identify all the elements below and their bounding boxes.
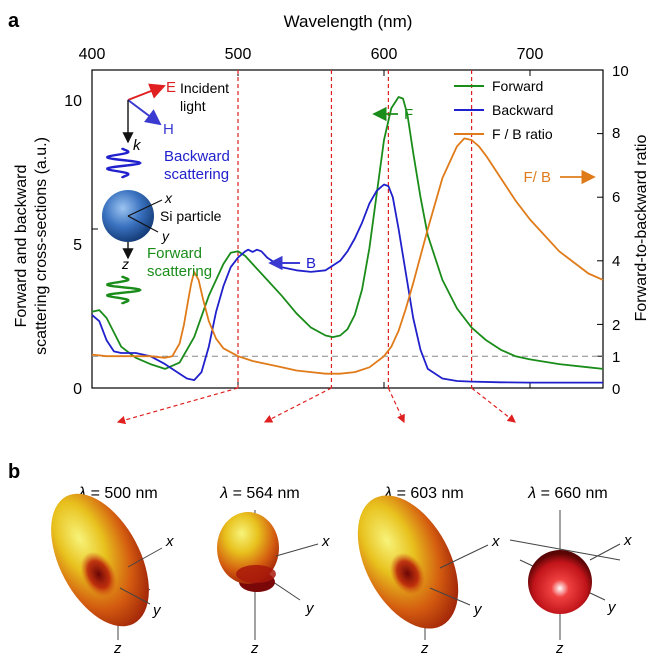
y-axis-label: y bbox=[305, 600, 315, 617]
k-vector-label: k bbox=[133, 137, 142, 154]
pattern-core bbox=[389, 552, 425, 595]
particle-z-label: z bbox=[121, 256, 129, 272]
particle-x-label: x bbox=[164, 190, 173, 206]
pattern-title: λ = 500 nm bbox=[77, 485, 157, 502]
wavelength-connector bbox=[263, 387, 332, 423]
x-axis-line bbox=[275, 543, 319, 557]
legend-backward-label: Backward bbox=[492, 102, 553, 118]
e-field-label: E bbox=[166, 79, 176, 96]
y-right-tick-label: 4 bbox=[612, 253, 620, 270]
legend: Forward Backward F / B ratio bbox=[454, 78, 553, 142]
x-axis-line bbox=[589, 543, 621, 561]
incident-light-label-line2: light bbox=[180, 98, 206, 114]
wavelength-connectors bbox=[116, 387, 516, 425]
x-tick-label: 600 bbox=[371, 46, 398, 63]
z-axis-label: z bbox=[250, 640, 259, 655]
x-tick-label: 700 bbox=[517, 46, 544, 63]
y-axis-line bbox=[119, 587, 151, 605]
series-pointers: F B F/ B bbox=[268, 106, 596, 272]
particle-label: Si particle bbox=[160, 208, 222, 224]
forward-scattering-label-line2: scattering bbox=[147, 263, 212, 280]
x-axis-title: Wavelength (nm) bbox=[284, 12, 413, 31]
y-axis-label: y bbox=[473, 601, 483, 618]
radiation-patterns: λ = 500 nm x y z λ = 564 nm x y z bbox=[51, 485, 632, 655]
pattern-564nm: λ = 564 nm x y z bbox=[217, 485, 330, 655]
pattern-500nm: λ = 500 nm x y z bbox=[51, 485, 174, 655]
backward-wave-icon bbox=[106, 147, 142, 179]
y-right-tick-label: 0 bbox=[612, 381, 620, 398]
y-right-tick-label: 2 bbox=[612, 317, 620, 334]
forward-scattering-label-line1: Forward bbox=[147, 245, 202, 262]
pattern-660nm: λ = 660 nm x y z bbox=[509, 485, 632, 655]
panel-b-label: b bbox=[8, 461, 20, 483]
backward-scattering-label-line2: scattering bbox=[164, 166, 229, 183]
x-tick-label: 400 bbox=[79, 46, 106, 63]
z-axis-label: z bbox=[113, 640, 122, 655]
x-axis-line bbox=[439, 544, 489, 569]
particle-y-label: y bbox=[161, 228, 170, 244]
particle-y-axis bbox=[127, 215, 159, 233]
y-right-tick-label: 6 bbox=[612, 189, 620, 206]
pattern-title: λ = 603 nm bbox=[383, 485, 463, 502]
y-left-tick-label: 10 bbox=[64, 93, 82, 110]
y-axis-left-title-line1: Forward and backward bbox=[13, 165, 30, 328]
series-layer bbox=[91, 96, 604, 384]
backward-scattering-label-line1: Backward bbox=[164, 148, 230, 165]
pattern-core bbox=[80, 551, 117, 597]
y-axis-right-title: Forward-to-backward ratio bbox=[633, 135, 650, 322]
e-field-arrow bbox=[127, 83, 166, 101]
legend-forward-label: Forward bbox=[492, 78, 543, 94]
inset-schematic: E H k Incident light Backward scattering… bbox=[102, 79, 230, 305]
x-tick-label: 500 bbox=[225, 46, 252, 63]
h-field-label: H bbox=[163, 121, 174, 138]
y-axis-left-title-line2: scattering cross-sections (a.u.) bbox=[33, 137, 50, 355]
z-axis-label: z bbox=[420, 640, 429, 655]
y-right-tick-label: 8 bbox=[612, 125, 620, 142]
x-axis-label: x bbox=[321, 533, 330, 550]
series-line-f-b-ratio bbox=[91, 137, 604, 375]
y-axis-label: y bbox=[152, 602, 162, 619]
y-axis-line bbox=[429, 587, 471, 606]
incident-light-label-line1: Incident bbox=[180, 80, 229, 96]
x-axis-label: x bbox=[165, 533, 174, 550]
particle-x-axis bbox=[127, 199, 163, 217]
series-line-forward bbox=[91, 96, 604, 370]
wavelength-connector bbox=[471, 387, 516, 423]
pattern-title: λ = 564 nm bbox=[219, 485, 299, 502]
x-axis-label: x bbox=[623, 532, 632, 549]
x-axis-line bbox=[127, 547, 163, 568]
z-axis-label: z bbox=[555, 640, 564, 655]
h-field-arrow bbox=[127, 99, 162, 126]
y-axis-label: y bbox=[607, 599, 617, 616]
series-line-backward bbox=[91, 183, 603, 384]
b-arrow-label: B bbox=[306, 255, 316, 272]
y-right-tick-label: 1 bbox=[612, 349, 620, 366]
pattern-title: λ = 660 nm bbox=[527, 485, 607, 502]
panel-a-label: a bbox=[8, 10, 20, 32]
legend-ratio-label: F / B ratio bbox=[492, 126, 553, 142]
y-right-tick-label: 10 bbox=[612, 63, 629, 80]
pattern-underside bbox=[236, 565, 276, 583]
y-left-tick-label: 5 bbox=[73, 237, 82, 254]
f-arrow-label: F bbox=[404, 106, 413, 123]
forward-wave-icon bbox=[106, 275, 142, 305]
pattern-603nm: λ = 603 nm x y z bbox=[357, 485, 500, 655]
y-left-tick-label: 0 bbox=[73, 381, 82, 398]
x-axis-label: x bbox=[491, 533, 500, 550]
fb-arrow-label: F/ B bbox=[523, 169, 551, 186]
wavelength-connector bbox=[387, 387, 405, 424]
x-axis-line bbox=[509, 539, 621, 561]
pattern-lobe bbox=[528, 550, 592, 614]
wavelength-connector bbox=[116, 387, 239, 425]
